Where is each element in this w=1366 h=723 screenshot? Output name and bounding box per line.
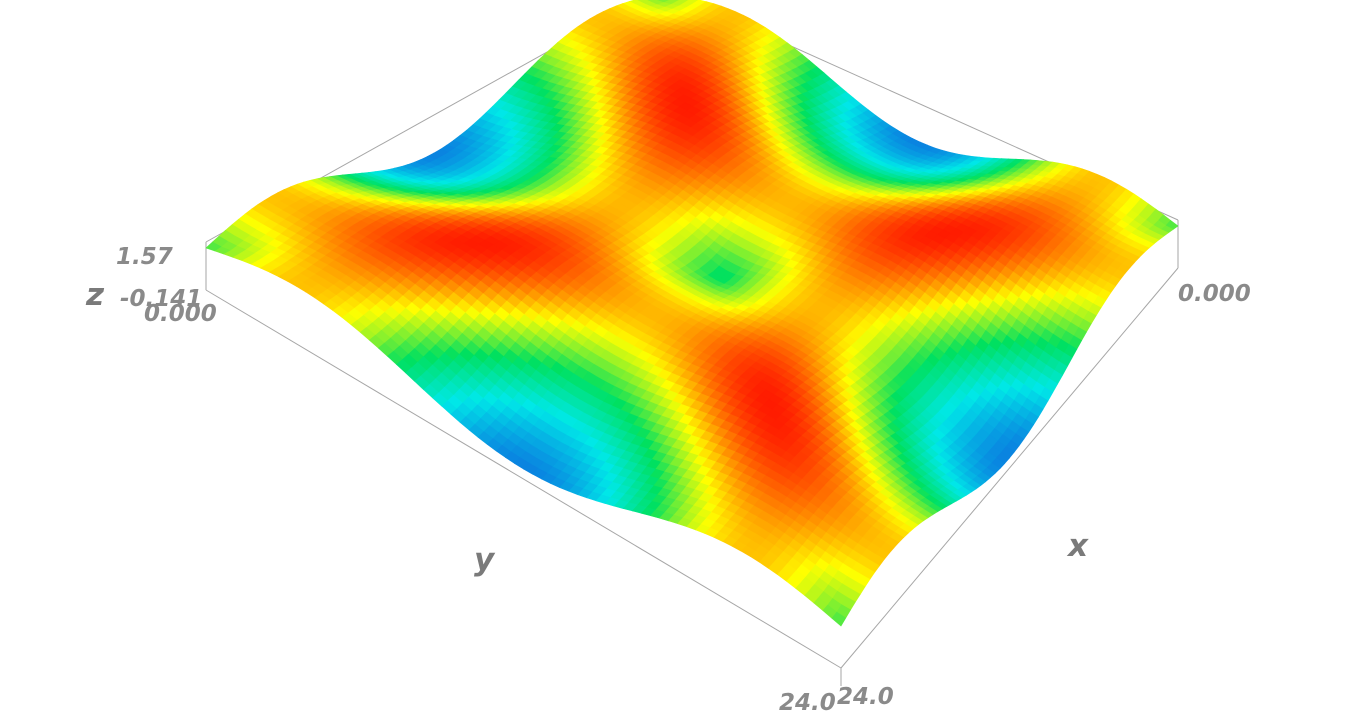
surface-mesh (205, 0, 1179, 627)
y-tick-max: 24.0 (779, 690, 836, 716)
surface-facet (831, 611, 847, 627)
z-tick-min: -0.141 (120, 286, 202, 312)
z-axis-label: z (85, 277, 105, 313)
box-edge (205, 289, 842, 669)
x-tick-min: 0.000 (1178, 281, 1251, 307)
axis-labels: 1.57 -0.141 0.000 0.000 24.0 24.0 z y x (85, 244, 1251, 716)
box-edge (840, 267, 1179, 669)
x-tick-max: 24.0 (837, 684, 894, 710)
z-tick-max: 1.57 (116, 244, 173, 270)
bounding-box-front (205, 267, 1179, 686)
y-tick-min: 0.000 (144, 301, 217, 327)
y-axis-label: y (474, 542, 496, 578)
x-axis-label: x (1066, 528, 1089, 564)
